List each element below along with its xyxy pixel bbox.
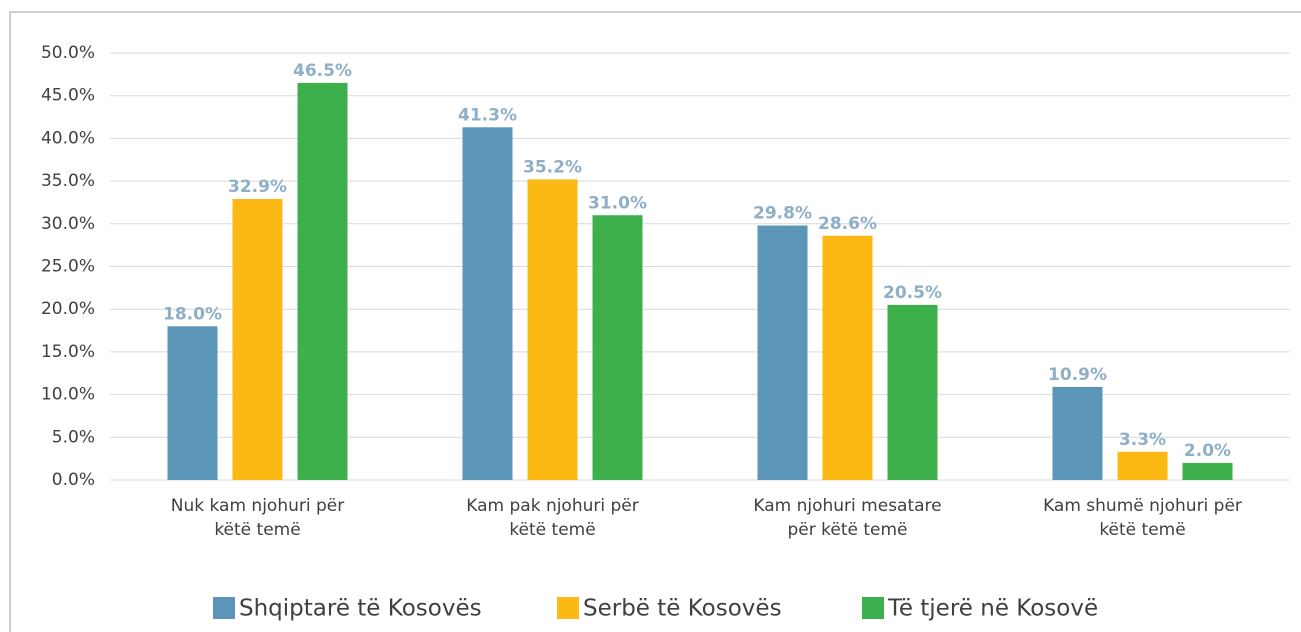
y-tick-label: 10.0% [41, 385, 95, 405]
value-label: 29.8% [753, 204, 812, 224]
legend-label: Serbë të Kosovës [583, 596, 782, 622]
y-tick-label: 50.0% [41, 43, 95, 63]
bar [822, 235, 873, 480]
x-tick-label: Kam pak njohuri për këtë temë [466, 496, 639, 540]
bar [887, 304, 938, 480]
bar [527, 179, 578, 480]
value-label: 2.0% [1184, 441, 1231, 461]
value-label: 3.3% [1119, 430, 1166, 450]
y-tick-label: 15.0% [41, 342, 95, 362]
bar [297, 82, 348, 480]
legend-swatch [862, 597, 884, 619]
y-tick-label: 45.0% [41, 86, 95, 106]
value-label: 10.9% [1048, 365, 1107, 385]
value-label: 41.3% [458, 105, 517, 125]
bar [1117, 451, 1168, 480]
bar [167, 326, 218, 480]
bar [1182, 462, 1233, 480]
bar [592, 215, 643, 480]
legend-label: Të tjerë në Kosovë [887, 596, 1098, 622]
bar [1052, 386, 1103, 480]
value-label: 35.2% [523, 157, 582, 177]
value-label: 20.5% [883, 283, 942, 303]
y-tick-label: 5.0% [52, 427, 95, 447]
bar [757, 225, 808, 480]
value-label: 46.5% [293, 61, 352, 81]
legend-label: Shqiptarë të Kosovës [239, 596, 482, 622]
chart-frame [9, 11, 1301, 632]
y-tick-label: 35.0% [41, 171, 95, 191]
bar [462, 127, 513, 480]
value-label: 18.0% [163, 304, 222, 324]
x-tick-label: Kam shumë njohuri për këtë temë [1043, 496, 1242, 540]
value-label: 31.0% [588, 193, 647, 213]
y-tick-label: 30.0% [41, 214, 95, 234]
y-tick-label: 20.0% [41, 299, 95, 319]
value-label: 32.9% [228, 177, 287, 197]
legend-swatch [557, 597, 579, 619]
x-tick-label: Kam njohuri mesatare për këtë temë [753, 496, 942, 540]
legend-swatch [213, 597, 235, 619]
y-tick-label: 0.0% [52, 470, 95, 490]
bar [232, 199, 283, 480]
y-tick-label: 25.0% [41, 257, 95, 277]
value-label: 28.6% [818, 214, 877, 234]
x-tick-label: Nuk kam njohuri për këtë temë [170, 496, 345, 540]
y-tick-label: 40.0% [41, 128, 95, 148]
